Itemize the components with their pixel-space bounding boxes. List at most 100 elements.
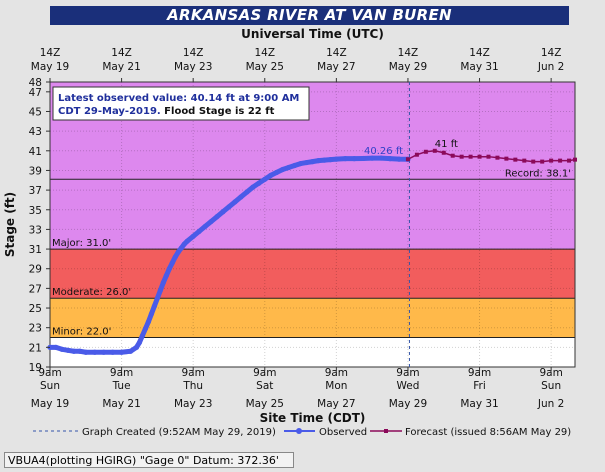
forecast-point <box>450 153 455 158</box>
bottom-tick-day: Wed <box>397 380 420 392</box>
forecast-point <box>414 152 419 157</box>
threshold-label-minor: Minor: 22.0' <box>52 327 111 338</box>
y-tick-label: 25 <box>29 303 42 315</box>
info-line-2-flood-stage: Flood Stage is 22 ft <box>161 106 275 117</box>
forecast-point <box>573 157 577 162</box>
forecast-point <box>531 159 536 164</box>
forecast-point <box>513 157 518 162</box>
forecast-point <box>432 148 437 153</box>
bottom-tick-time: 9am <box>253 367 276 379</box>
observed-point <box>315 158 322 164</box>
observed-point <box>190 233 196 239</box>
bottom-tick-day: Sun <box>541 380 561 392</box>
bottom-tick-day: Mon <box>325 380 347 392</box>
y-tick-label: 47 <box>29 87 42 99</box>
bottom-tick-time: 9am <box>539 367 562 379</box>
observed-point <box>166 266 172 272</box>
top-tick-utc: 14Z <box>183 47 204 59</box>
bottom-tick-date: May 19 <box>31 398 69 410</box>
top-tick-date: May 31 <box>460 61 498 73</box>
y-tick-label: 27 <box>29 283 42 295</box>
observed-point <box>110 349 116 355</box>
gage-footer: VBUA4(plotting HGIRG) "Gage 0" Datum: 37… <box>4 452 294 468</box>
observed-point <box>136 339 143 346</box>
y-tick-label: 41 <box>29 146 42 158</box>
bottom-tick-time: 9am <box>110 367 133 379</box>
bottom-tick-day: Thu <box>182 380 203 392</box>
moderate-band <box>50 249 575 299</box>
observed-point <box>256 180 262 186</box>
observed-point <box>160 279 166 286</box>
top-tick-date: May 29 <box>389 61 427 73</box>
observed-point <box>351 156 357 162</box>
observed-point <box>244 189 250 195</box>
top-tick-utc: 14Z <box>469 47 490 59</box>
observed-point <box>292 162 298 169</box>
bottom-tick-date: May 25 <box>246 398 284 410</box>
observed-point <box>214 214 220 220</box>
forecast-point <box>549 158 554 163</box>
observed-point <box>71 348 77 354</box>
top-tick-date: May 21 <box>102 61 140 73</box>
observed-point <box>77 348 83 354</box>
observed-point <box>175 249 181 255</box>
top-tick-utc: 14Z <box>254 47 275 59</box>
top-tick-date: May 27 <box>317 61 355 73</box>
top-tick-date: Jun 2 <box>537 61 564 73</box>
observed-point <box>280 166 286 173</box>
observed-point <box>286 164 292 171</box>
forecast-peak-label: 41 ft <box>435 139 458 150</box>
bottom-tick-time: 9am <box>468 367 491 379</box>
observed-peak-label: 40.26 ft <box>364 146 403 157</box>
forecast-point <box>423 149 428 154</box>
observed-point <box>118 349 125 355</box>
top-tick-utc: 14Z <box>326 47 347 59</box>
legend-graph-created-label: Graph Created (9:52AM May 29, 2019) <box>82 427 276 438</box>
observed-point <box>274 169 280 176</box>
bottom-tick-date: Jun 2 <box>537 398 564 410</box>
observed-point <box>92 349 98 355</box>
observed-point <box>172 254 178 260</box>
bottom-tick-day: Sat <box>256 380 273 392</box>
forecast-point <box>540 159 545 164</box>
info-line-2: CDT 29-May-2019. Flood Stage is 22 ft <box>58 106 275 117</box>
observed-point <box>139 332 146 339</box>
forecast-point <box>522 158 527 163</box>
top-tick-utc: 14Z <box>398 47 419 59</box>
info-line-1: Latest observed value: 40.14 ft at 9:00 … <box>58 93 299 104</box>
observed-point <box>232 199 238 205</box>
threshold-label-major: Major: 31.0' <box>52 238 111 249</box>
bottom-tick-date: May 21 <box>102 398 140 410</box>
observed-point <box>59 346 65 352</box>
observed-point <box>163 273 169 279</box>
observed-point <box>226 204 232 210</box>
observed-point <box>360 155 366 162</box>
observed-point <box>65 347 71 353</box>
bottom-tick-day: Tue <box>112 380 131 392</box>
y-tick-label: 35 <box>29 205 42 217</box>
observed-point <box>151 303 158 309</box>
observed-point <box>387 156 393 162</box>
observed-point <box>148 311 155 317</box>
y-tick-label: 45 <box>29 106 42 118</box>
bottom-tick-time: 9am <box>38 367 61 379</box>
forecast-point <box>468 154 473 159</box>
observed-point <box>378 155 384 161</box>
observed-point <box>196 228 202 234</box>
axis-labels: Universal Time (UTC) 14Z May 19 14Z May 21 14… <box>3 27 571 438</box>
top-tick-date: May 25 <box>246 61 284 73</box>
bottom-tick-day: Fri <box>473 380 486 392</box>
observed-point <box>303 159 310 166</box>
forecast-point <box>459 154 464 159</box>
top-tick-date: May 19 <box>31 61 69 73</box>
observed-point <box>327 157 333 163</box>
forecast-point <box>477 154 482 159</box>
forecast-point <box>567 158 572 163</box>
bottom-tick-date: May 29 <box>389 398 427 410</box>
y-tick-label: 39 <box>29 165 42 177</box>
legend-forecast-marker <box>384 429 388 433</box>
forecast-point <box>504 156 509 161</box>
bottom-tick-time: 9am <box>396 367 419 379</box>
observed-point <box>101 349 107 355</box>
